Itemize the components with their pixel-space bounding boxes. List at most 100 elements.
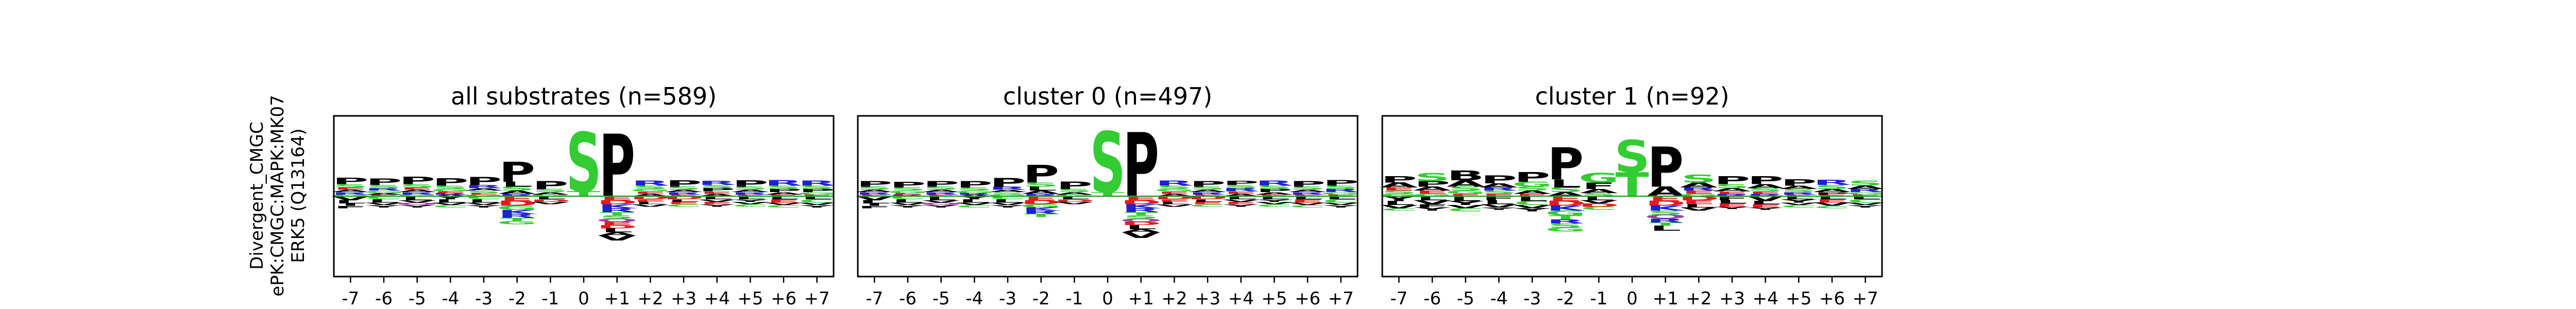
logo-letter: V bbox=[1813, 202, 1852, 207]
logo-letter: S bbox=[1548, 186, 1583, 194]
logo-letter: R bbox=[631, 180, 669, 187]
logo-letter: G bbox=[497, 205, 537, 211]
logo-letter: V bbox=[1122, 231, 1160, 239]
logo-letter: R bbox=[1022, 193, 1060, 197]
x-tick-label: -1 bbox=[1065, 288, 1083, 309]
x-tick-label: -2 bbox=[1557, 288, 1574, 309]
logo-letter: S bbox=[1581, 192, 1617, 197]
logo-letter: G bbox=[1512, 180, 1553, 188]
logo-letter: S bbox=[1257, 185, 1292, 190]
logo-letter: Y bbox=[1223, 203, 1260, 207]
logo-letter: L bbox=[1059, 195, 1090, 200]
logo-letter: S bbox=[1323, 185, 1359, 190]
logo-letter: V bbox=[731, 201, 770, 205]
logo-letter: B bbox=[1447, 168, 1484, 183]
logo-letter: K bbox=[1122, 203, 1161, 210]
x-tick-label: -4 bbox=[1490, 288, 1507, 309]
logo-panel-2: cluster 1 (n=92)GSEAPYLVCGEAPSLVFYEGSABL… bbox=[1379, 82, 1886, 309]
logo-letter: Y bbox=[1323, 204, 1360, 208]
logo-letter: D bbox=[1121, 199, 1162, 205]
logo-letter: L bbox=[335, 199, 366, 204]
logo-letter: R bbox=[1189, 192, 1227, 195]
logo-letter: A bbox=[1680, 181, 1718, 189]
logo-letter: E bbox=[1291, 199, 1325, 204]
logo-letter: A bbox=[1846, 185, 1885, 190]
logo-letter: T bbox=[500, 217, 534, 222]
logo-letter: C bbox=[1256, 203, 1292, 207]
logo-letter: C bbox=[1847, 199, 1883, 204]
x-tick-label: +7 bbox=[1853, 288, 1878, 309]
logo-letter: L bbox=[1716, 199, 1748, 204]
logo-letter: L bbox=[768, 195, 799, 200]
x-tick-label: +6 bbox=[1819, 288, 1845, 309]
logo-letter: S bbox=[957, 186, 992, 192]
logo-letter: Y bbox=[432, 195, 469, 200]
x-tick-label: +3 bbox=[1195, 288, 1221, 309]
x-tick-label: -3 bbox=[999, 288, 1016, 309]
logo-letter: G bbox=[1545, 210, 1586, 217]
logo-letter: A bbox=[989, 189, 1027, 193]
logo-letter: E bbox=[1224, 201, 1258, 205]
logo-letter: E bbox=[634, 191, 668, 194]
x-tick-label: +2 bbox=[1161, 288, 1187, 309]
logo-letter: V bbox=[598, 234, 636, 242]
logo-letter: E bbox=[1482, 193, 1516, 197]
logo-letter: P bbox=[599, 117, 635, 217]
x-tick-label: +6 bbox=[771, 288, 796, 309]
logo-letter: E bbox=[334, 187, 368, 191]
logo-letter: Y bbox=[1414, 207, 1451, 212]
logo-letter: Y bbox=[1747, 207, 1784, 211]
logo-letter: A bbox=[855, 189, 894, 193]
logo-letter: P bbox=[799, 188, 835, 193]
logo-letter: C bbox=[1323, 199, 1359, 204]
x-tick-label: -3 bbox=[475, 288, 493, 309]
logo-letter: P bbox=[890, 180, 926, 189]
logo-letter: R bbox=[698, 180, 736, 186]
logo-letter: G bbox=[954, 190, 995, 194]
logo-letter: A bbox=[922, 189, 961, 193]
logo-letter: S bbox=[699, 184, 735, 190]
logo-letter: A bbox=[1447, 179, 1485, 189]
logo-letter: R bbox=[1813, 179, 1851, 186]
logo-letter: C bbox=[1447, 208, 1483, 213]
logo-letter: R bbox=[731, 192, 769, 195]
logo-letter: L bbox=[635, 201, 666, 205]
logo-letter: S bbox=[499, 185, 535, 192]
logo-letter: D bbox=[1579, 203, 1620, 208]
logo-letter: K bbox=[498, 209, 537, 215]
logo-letter: R bbox=[855, 192, 893, 195]
logo-letter: C bbox=[799, 199, 835, 204]
logo-letter: A bbox=[665, 189, 703, 193]
logo-letter: S bbox=[566, 116, 601, 211]
logo-letter: E bbox=[1682, 199, 1716, 205]
x-tick-label: +1 bbox=[1653, 288, 1679, 309]
logo-letter: P bbox=[1223, 180, 1259, 186]
logo-letter: V bbox=[1513, 204, 1552, 210]
logo-letter: G bbox=[988, 194, 1028, 197]
logo-letter: I bbox=[341, 203, 360, 207]
logo-letter: V bbox=[1747, 195, 1785, 203]
logo-letter: A bbox=[1255, 192, 1294, 195]
logo-letter: A bbox=[1380, 181, 1418, 189]
x-tick-label: -4 bbox=[442, 288, 459, 309]
logo-letter: L bbox=[601, 227, 633, 233]
x-tick-label: +1 bbox=[604, 288, 630, 309]
logo-letter: E bbox=[1324, 194, 1358, 197]
logo-letter: A bbox=[1580, 188, 1618, 194]
logo-letter: E bbox=[467, 193, 501, 195]
logo-letter: S bbox=[1023, 182, 1059, 188]
logo-letter: Y bbox=[923, 204, 960, 208]
logo-letter: E bbox=[1158, 199, 1192, 202]
logo-letter: V bbox=[798, 202, 837, 205]
logo-letter: P bbox=[332, 176, 368, 186]
logo-letter: V bbox=[1380, 204, 1418, 210]
logo-letter: R bbox=[431, 193, 469, 195]
logo-letter: L bbox=[668, 199, 699, 202]
logo-letter: P bbox=[466, 175, 502, 187]
logo-letter: E bbox=[667, 194, 701, 197]
logo-letter: E bbox=[1515, 193, 1549, 197]
logo-letter: F bbox=[1582, 181, 1616, 191]
logo-letter: T bbox=[1549, 215, 1583, 221]
logo-letter: R bbox=[365, 187, 403, 191]
logo-letter: E bbox=[1815, 199, 1849, 204]
